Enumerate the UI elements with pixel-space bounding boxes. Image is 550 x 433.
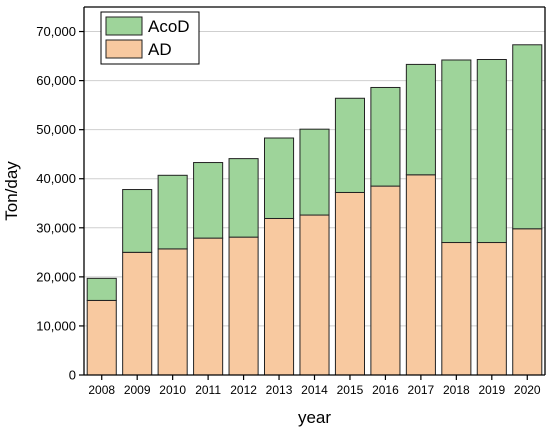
bar-ad-2009	[122, 251, 153, 376]
x-tick-labels: 2008 2009 2010 2011 2012 2013 2014 2015 2016 2017…	[88, 375, 541, 397]
bar-acod-2009	[122, 189, 153, 253]
bar-acod-2011	[193, 162, 224, 239]
x-tick-label: 2011	[195, 383, 221, 397]
x-tick-label: 2014	[301, 383, 328, 397]
y-tick-labels: 0 10,000 20,000 30,000 40,000 50,000 60,000 70,…	[36, 24, 84, 383]
x-tick-label: 2018	[443, 383, 470, 397]
x-tick-label: 2009	[124, 383, 151, 397]
y-tick-label: 50,000	[36, 122, 76, 137]
x-tick-label: 2008	[88, 383, 115, 397]
y-tick-label: 30,000	[36, 220, 76, 235]
x-tick-label: 2013	[266, 383, 293, 397]
bar-ad-2017	[405, 174, 436, 376]
bar-ad-2020	[512, 228, 543, 376]
bar-ad-2012	[228, 236, 259, 376]
bar-acod-2014	[299, 128, 330, 216]
bar-acod-2013	[263, 137, 295, 219]
y-tick-label: 70,000	[36, 24, 76, 39]
y-tick-label: 0	[69, 368, 76, 383]
x-tick-label: 2017	[408, 383, 435, 397]
bar-ad-2019	[476, 242, 507, 376]
x-tick-label: 2015	[337, 383, 364, 397]
bar-ad-2008	[86, 299, 117, 376]
bar-ad-2010	[157, 248, 188, 376]
x-tick-label: 2019	[478, 383, 505, 397]
bar-acod-2015	[334, 97, 366, 193]
bar-acod-2016	[370, 86, 401, 187]
legend: AcoD AD	[100, 11, 200, 65]
bar-acod-2019	[476, 59, 507, 244]
x-tick-label: 2016	[372, 383, 399, 397]
legend-swatch-ad	[105, 39, 143, 59]
x-axis-title: year	[298, 408, 331, 427]
legend-swatch-acod	[105, 16, 143, 36]
y-tick-label: 20,000	[36, 269, 76, 284]
x-tick-label: 2020	[514, 383, 541, 397]
bar-ad-2013	[263, 217, 295, 376]
bar-acod-2010	[157, 174, 188, 250]
legend-label-acod: AcoD	[148, 17, 190, 36]
bar-ad-2016	[370, 185, 401, 376]
bar-layer	[86, 44, 543, 376]
x-tick-label: 2010	[159, 383, 186, 397]
y-tick-label: 10,000	[36, 318, 76, 333]
bar-acod-2008	[86, 277, 117, 301]
bar-ad-2018	[441, 242, 472, 376]
bar-acod-2017	[405, 63, 436, 176]
bar-acod-2012	[228, 158, 259, 238]
bar-ad-2015	[334, 191, 366, 376]
y-tick-label: 60,000	[36, 73, 76, 88]
bar-ad-2014	[299, 214, 330, 376]
bar-ad-2011	[193, 237, 224, 376]
legend-label-ad: AD	[148, 40, 172, 59]
y-tick-label: 40,000	[36, 171, 76, 186]
bar-acod-2020	[512, 44, 543, 230]
y-axis-title: Ton/day	[2, 161, 21, 221]
bar-acod-2018	[441, 59, 472, 244]
x-tick-label: 2012	[230, 383, 257, 397]
